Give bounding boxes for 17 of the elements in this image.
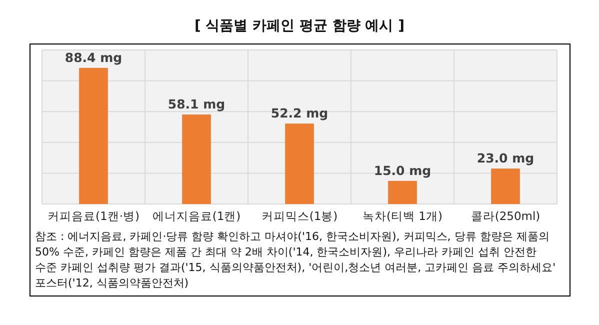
x-tick-label: 커피믹스(1봉) [261, 209, 338, 223]
data-label: 15.0 mg [374, 162, 432, 178]
x-tick-label: 녹차(티백 1개) [362, 209, 442, 223]
bar [79, 68, 108, 204]
bar [285, 124, 314, 204]
bar [182, 114, 211, 204]
data-label: 58.1 mg [168, 96, 226, 112]
text: 참조 : 에너지음료, 카페인·당류 함량 확인하고 마셔야('16, 한국소비자원), 커피믹스, 당류 함량은 제품의 50% 수준, 카페인 함량은 제품 간 최대 약 2배 차이('14, 한국소비자원), 우리나라 카페인 섭취 안전한 수준 카페인 섭취량 평가 결과('15, 식품의약품안전처), '어린이,청소년 여러분, 고카페인 음료 주의하세요' 포스터('12, 식품의약품안전처) [35, 230, 556, 290]
x-tick-label: 커피음료(1캔·병) [48, 209, 140, 223]
bar [491, 168, 520, 204]
data-label: 52.2 mg [270, 106, 328, 121]
bar [388, 180, 417, 204]
x-tick-label: 에너지음료(1캔) [152, 209, 241, 223]
data-label: 88.4 mg [64, 50, 122, 65]
data-label: 23.0 mg [476, 150, 534, 166]
chart-title: [ 식품별 카페인 평균 함량 예시 ] [194, 18, 405, 34]
x-tick-label: 콜라(250ml) [470, 209, 540, 223]
